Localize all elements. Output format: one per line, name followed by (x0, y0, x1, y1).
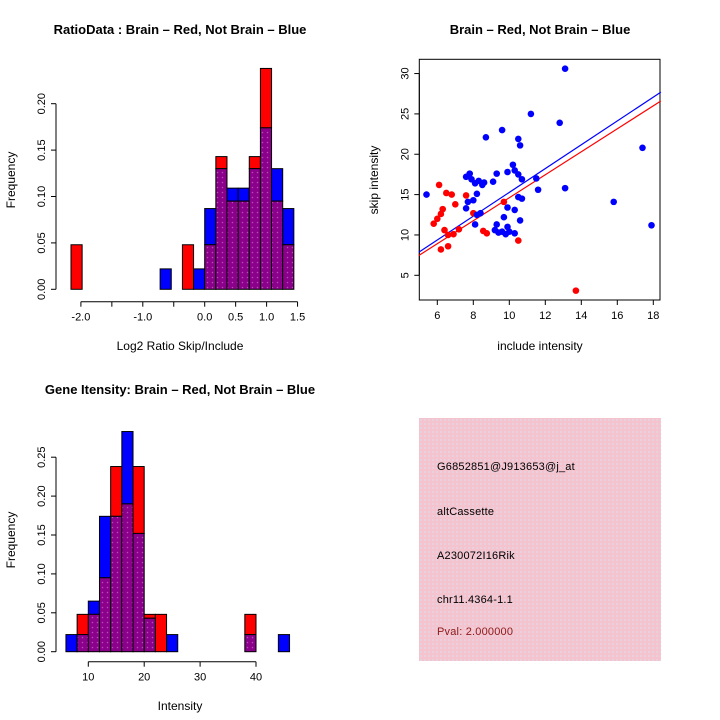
svg-text:0.5: 0.5 (228, 312, 243, 324)
points-blue (423, 65, 655, 238)
svg-text:25: 25 (399, 108, 411, 120)
svg-text:20: 20 (399, 148, 411, 160)
svg-text:Frequency: Frequency (4, 512, 18, 569)
x-axis-label: include intensity (497, 339, 582, 353)
svg-text:Log2 Ratio Skip/Include: Log2 Ratio Skip/Include (117, 339, 244, 353)
svg-text:40: 40 (250, 672, 262, 684)
x-axis-label: Log2 Ratio Skip/Include (117, 339, 244, 353)
svg-text:15: 15 (399, 188, 411, 200)
svg-text:0.10: 0.10 (36, 186, 48, 207)
svg-text:16: 16 (611, 310, 623, 322)
svg-text:skip intensity: skip intensity (367, 146, 381, 215)
svg-text:20: 20 (138, 672, 150, 684)
svg-text:Intensity: Intensity (158, 699, 203, 713)
locus-text: chr11.4364-1.1 (437, 594, 513, 606)
svg-text:0.05: 0.05 (36, 232, 48, 253)
svg-text:5: 5 (399, 272, 411, 278)
svg-text:0.0: 0.0 (197, 312, 212, 324)
x-axis: 6 8 10 12 14 16 18 (434, 299, 659, 322)
svg-text:10: 10 (82, 672, 94, 684)
points-red (430, 181, 580, 294)
svg-text:0.05: 0.05 (36, 602, 48, 623)
svg-text:0.15: 0.15 (36, 524, 48, 545)
histogram-bars (65, 431, 291, 653)
svg-text:10: 10 (503, 310, 515, 322)
svg-text:RatioData : Brain – Red, Not B: RatioData : Brain – Red, Not Brain – Blu… (54, 22, 307, 37)
svg-text:14: 14 (575, 310, 587, 322)
fit-lines (418, 91, 662, 257)
gene-symbol-text: A230072I16Rik (437, 550, 515, 562)
x-axis: 10 20 30 40 (82, 661, 262, 684)
gene-info-box: G6852851@J913653@j_at altCassette A23007… (419, 418, 661, 661)
svg-text:1.5: 1.5 (290, 312, 305, 324)
ratio-histogram-panel: -2.0 -1.0 0.0 0.5 1.0 1.5 0.00 0.05 0.10 0.15 0.20… (0, 0, 360, 360)
svg-text:0.25: 0.25 (36, 446, 48, 467)
probe-id-text: G6852851@J913653@j_at (437, 461, 575, 473)
histogram-bars (70, 67, 295, 290)
svg-text:0.20: 0.20 (36, 93, 48, 114)
svg-text:12: 12 (539, 310, 551, 322)
svg-text:-2.0: -2.0 (71, 312, 90, 324)
gene-intensity-histogram-chart: 10 20 30 40 0.00 0.05 0.10 0.15 0.20 0.25 Gene Ite… (4, 382, 315, 713)
svg-text:0.00: 0.00 (36, 641, 48, 662)
x-axis-label: Intensity (158, 699, 203, 713)
svg-text:0.15: 0.15 (36, 139, 48, 160)
svg-text:0.20: 0.20 (36, 485, 48, 506)
svg-text:1.0: 1.0 (259, 312, 274, 324)
y-axis: 5 10 15 20 25 30 (399, 67, 420, 278)
chart-title: Gene Itensity: Brain – Red, Not Brain – … (45, 382, 315, 397)
svg-text:6: 6 (434, 310, 440, 322)
scatter-panel: 6 8 10 12 14 16 18 5 10 15 20 25 30 Brain – Red, Not … (360, 0, 720, 360)
svg-text:Frequency: Frequency (4, 152, 18, 209)
svg-text:include intensity: include intensity (497, 339, 582, 353)
y-axis-label: Frequency (4, 512, 18, 569)
gene-info-panel: G6852851@J913653@j_at altCassette A23007… (360, 360, 720, 720)
intensity-histogram-panel: 10 20 30 40 0.00 0.05 0.10 0.15 0.20 0.25 Gene Ite… (0, 360, 360, 720)
y-axis-label: Frequency (4, 152, 18, 209)
svg-text:0.10: 0.10 (36, 563, 48, 584)
skip-include-scatter-chart: 6 8 10 12 14 16 18 5 10 15 20 25 30 Brain – Red, Not … (367, 22, 662, 353)
svg-text:-1.0: -1.0 (133, 312, 152, 324)
y-axis: 0.00 0.05 0.10 0.15 0.20 0.25 (36, 446, 57, 662)
y-axis: 0.00 0.05 0.10 0.15 0.20 (36, 93, 57, 300)
svg-text:0.00: 0.00 (36, 279, 48, 300)
ratio-histogram-chart: -2.0 -1.0 0.0 0.5 1.0 1.5 0.00 0.05 0.10 0.15 0.20… (4, 22, 307, 353)
svg-text:30: 30 (399, 67, 411, 79)
x-axis: -2.0 -1.0 0.0 0.5 1.0 1.5 (71, 301, 305, 324)
svg-text:8: 8 (470, 310, 476, 322)
plot-box (418, 58, 661, 301)
chart-title: Brain – Red, Not Brain – Blue (450, 22, 631, 37)
svg-text:18: 18 (647, 310, 659, 322)
svg-text:30: 30 (194, 672, 206, 684)
pval-text: Pval: 2.000000 (437, 626, 514, 638)
y-axis-label: skip intensity (367, 146, 381, 215)
chart-title: RatioData : Brain – Red, Not Brain – Blu… (54, 22, 307, 37)
svg-text:10: 10 (399, 229, 411, 241)
svg-text:Gene Itensity: Brain – Red, No: Gene Itensity: Brain – Red, Not Brain – … (45, 382, 315, 397)
svg-text:Brain – Red, Not Brain – Blue: Brain – Red, Not Brain – Blue (450, 22, 631, 37)
splice-type-text: altCassette (437, 506, 495, 518)
